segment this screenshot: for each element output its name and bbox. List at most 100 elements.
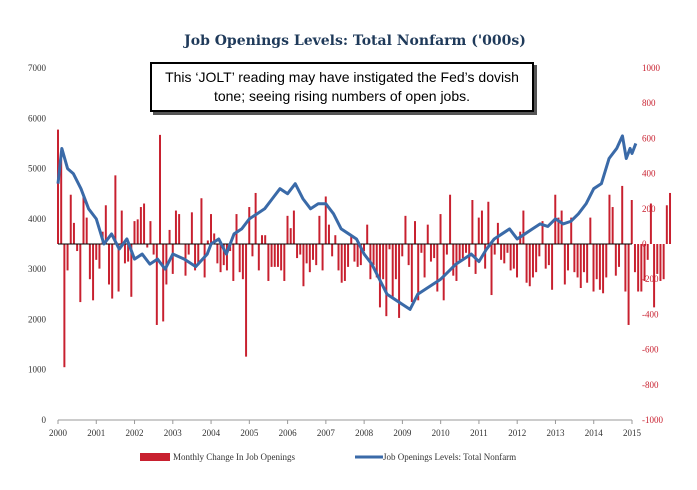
bar [398, 244, 401, 318]
bar [449, 194, 452, 244]
right-tick-label: 1000 [642, 63, 661, 73]
bar [382, 244, 385, 280]
x-tick-label: 2002 [126, 428, 144, 438]
x-tick-label: 2007 [317, 428, 336, 438]
bar [385, 244, 388, 317]
bar [200, 198, 203, 244]
bar [261, 235, 263, 244]
bar [194, 244, 197, 271]
bar [598, 244, 601, 290]
left-tick-label: 1000 [28, 365, 47, 375]
left-axis-ticks: 0 1000 2000 3000 4000 5000 6000 7000 [28, 63, 47, 425]
bar [643, 244, 646, 281]
x-tick-label: 2004 [202, 428, 221, 438]
bar [245, 244, 248, 357]
bar [69, 194, 72, 244]
bar [662, 244, 665, 280]
bar [649, 203, 652, 244]
bar [174, 210, 177, 244]
left-tick-label: 6000 [28, 113, 47, 123]
x-tick-label: 2001 [87, 428, 105, 438]
x-tick-label: 2012 [508, 428, 526, 438]
bar [286, 215, 289, 244]
bar [289, 228, 292, 244]
bar [401, 244, 404, 257]
bar [159, 134, 161, 244]
bar [436, 244, 439, 292]
bar [433, 244, 436, 259]
bar [528, 244, 531, 287]
bar [216, 244, 219, 264]
right-tick-label: -400 [642, 309, 659, 319]
bar [388, 244, 391, 250]
bar [363, 244, 365, 252]
bar [82, 194, 85, 244]
bar [637, 244, 640, 292]
bar [461, 244, 464, 259]
bar [484, 244, 487, 269]
legend-bar-label: Monthly Change In Job Openings [173, 452, 295, 462]
bar [280, 244, 283, 271]
bar [560, 210, 563, 244]
bar [586, 244, 589, 283]
bar [72, 222, 75, 244]
bar [321, 244, 324, 271]
bar [104, 205, 107, 244]
left-tick-label: 3000 [28, 264, 47, 274]
bar [544, 244, 547, 269]
bar [248, 207, 251, 244]
bar [197, 244, 200, 266]
bar [480, 210, 483, 244]
bar [442, 244, 445, 301]
x-tick-label: 2006 [279, 428, 298, 438]
bar [178, 214, 181, 244]
left-tick-label: 7000 [28, 63, 47, 73]
bar [410, 244, 413, 303]
bar [334, 235, 337, 244]
bar [487, 201, 490, 244]
x-tick-label: 2013 [546, 428, 565, 438]
bar [592, 244, 595, 292]
bar [477, 217, 480, 244]
bar [439, 214, 442, 244]
bar [490, 244, 493, 296]
bar [576, 244, 579, 278]
bar [665, 205, 668, 244]
right-tick-label: 200 [642, 204, 656, 214]
bar [611, 207, 614, 244]
bar [152, 244, 155, 255]
bar [595, 244, 598, 280]
bar [500, 244, 503, 260]
bar [541, 221, 544, 244]
bar [375, 244, 378, 278]
bar [225, 244, 228, 271]
bar [149, 221, 152, 244]
legend-line-label: Job Openings Levels: Total Nonfarm [383, 452, 516, 462]
bar [669, 192, 672, 244]
bar [120, 210, 123, 244]
bar [614, 244, 617, 276]
bar [206, 240, 209, 244]
bar [516, 244, 519, 278]
bar [254, 192, 257, 244]
bar [465, 244, 468, 253]
bar [117, 244, 120, 292]
bar [60, 159, 63, 244]
bar [210, 214, 212, 244]
bar [538, 244, 541, 257]
legend-bar-swatch [140, 453, 170, 461]
bar [302, 244, 305, 287]
bar [356, 244, 359, 267]
bar [445, 244, 448, 255]
bar [222, 244, 225, 266]
bar [136, 219, 139, 244]
right-tick-label: 600 [642, 133, 656, 143]
bar [496, 222, 499, 244]
bar [213, 233, 216, 244]
bar [353, 244, 356, 262]
right-tick-label: -800 [642, 380, 659, 390]
bar [203, 244, 206, 278]
bar [76, 244, 79, 252]
right-tick-label: -200 [642, 274, 659, 284]
